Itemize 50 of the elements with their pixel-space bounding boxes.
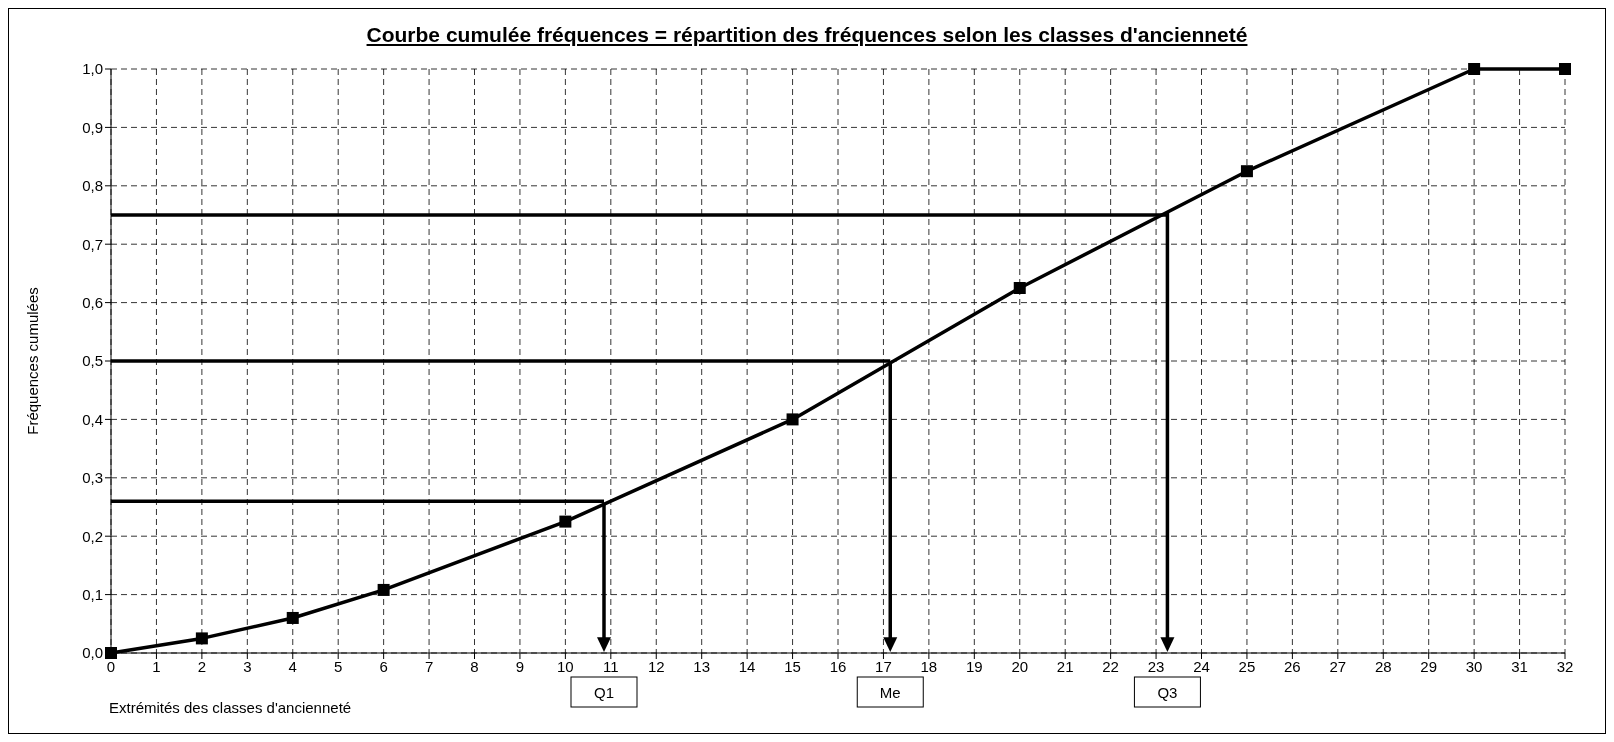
x-tick-label: 6 <box>379 657 388 675</box>
y-tick-label: 0,2 <box>82 527 103 545</box>
x-tick-label: 13 <box>693 657 711 675</box>
x-tick-label: 8 <box>470 657 479 675</box>
x-tick-label: 25 <box>1238 657 1256 675</box>
y-tick-label: 0,6 <box>82 293 103 311</box>
x-tick-label: 18 <box>920 657 938 675</box>
ref-line-label: Me <box>879 684 901 701</box>
y-tick-label: 0,9 <box>82 118 103 136</box>
x-tick-label: 22 <box>1102 657 1119 675</box>
x-tick-label: 28 <box>1374 657 1392 675</box>
x-tick-label: 29 <box>1420 657 1438 675</box>
x-tick-label: 14 <box>738 657 756 675</box>
x-tick-label: 17 <box>875 657 892 675</box>
x-tick-label: 21 <box>1056 657 1074 675</box>
ref-line-label: Q1 <box>593 684 614 701</box>
x-tick-label: 30 <box>1465 657 1483 675</box>
x-tick-label: 26 <box>1284 657 1301 675</box>
y-tick-label: 0,7 <box>82 235 103 253</box>
x-tick-label: 15 <box>784 657 801 675</box>
x-tick-label: 10 <box>557 657 574 675</box>
y-tick-label: 0,4 <box>82 410 103 428</box>
x-tick-label: 4 <box>288 657 297 675</box>
x-tick-label: 31 <box>1511 657 1528 675</box>
x-tick-label: 0 <box>106 657 116 675</box>
y-tick-label: 1,0 <box>82 60 103 78</box>
ref-line-label: Q3 <box>1157 684 1178 701</box>
x-tick-label: 12 <box>647 657 665 675</box>
x-tick-label: 5 <box>334 657 343 675</box>
x-tick-label: 9 <box>515 657 525 675</box>
y-tick-label: 0,8 <box>82 177 103 195</box>
y-tick-label: 0,1 <box>82 585 103 603</box>
x-tick-label: 27 <box>1329 657 1347 675</box>
x-axis-title: Extrémités des classes d'ancienneté <box>109 699 352 716</box>
x-tick-label: 11 <box>603 657 619 675</box>
y-tick-label: 0,5 <box>82 352 103 370</box>
x-tick-label: 3 <box>243 657 252 675</box>
y-tick-label: 0,0 <box>82 644 103 662</box>
y-tick-label: 0,3 <box>82 469 103 487</box>
chart-title: Courbe cumulée fréquences = répartition des fréquences selon les classes d'ancienneté <box>365 23 1249 47</box>
x-tick-label: 1 <box>152 657 161 675</box>
x-tick-label: 16 <box>829 657 847 675</box>
x-tick-label: 32 <box>1556 657 1574 675</box>
x-tick-label: 24 <box>1193 657 1210 675</box>
x-tick-label: 23 <box>1147 657 1165 675</box>
x-tick-label: 19 <box>965 657 983 675</box>
x-tick-label: 20 <box>1011 657 1029 675</box>
x-tick-label: 2 <box>197 657 207 675</box>
y-axis-title: Fréquences cumulées <box>24 287 42 435</box>
x-tick-label: 7 <box>424 657 434 675</box>
